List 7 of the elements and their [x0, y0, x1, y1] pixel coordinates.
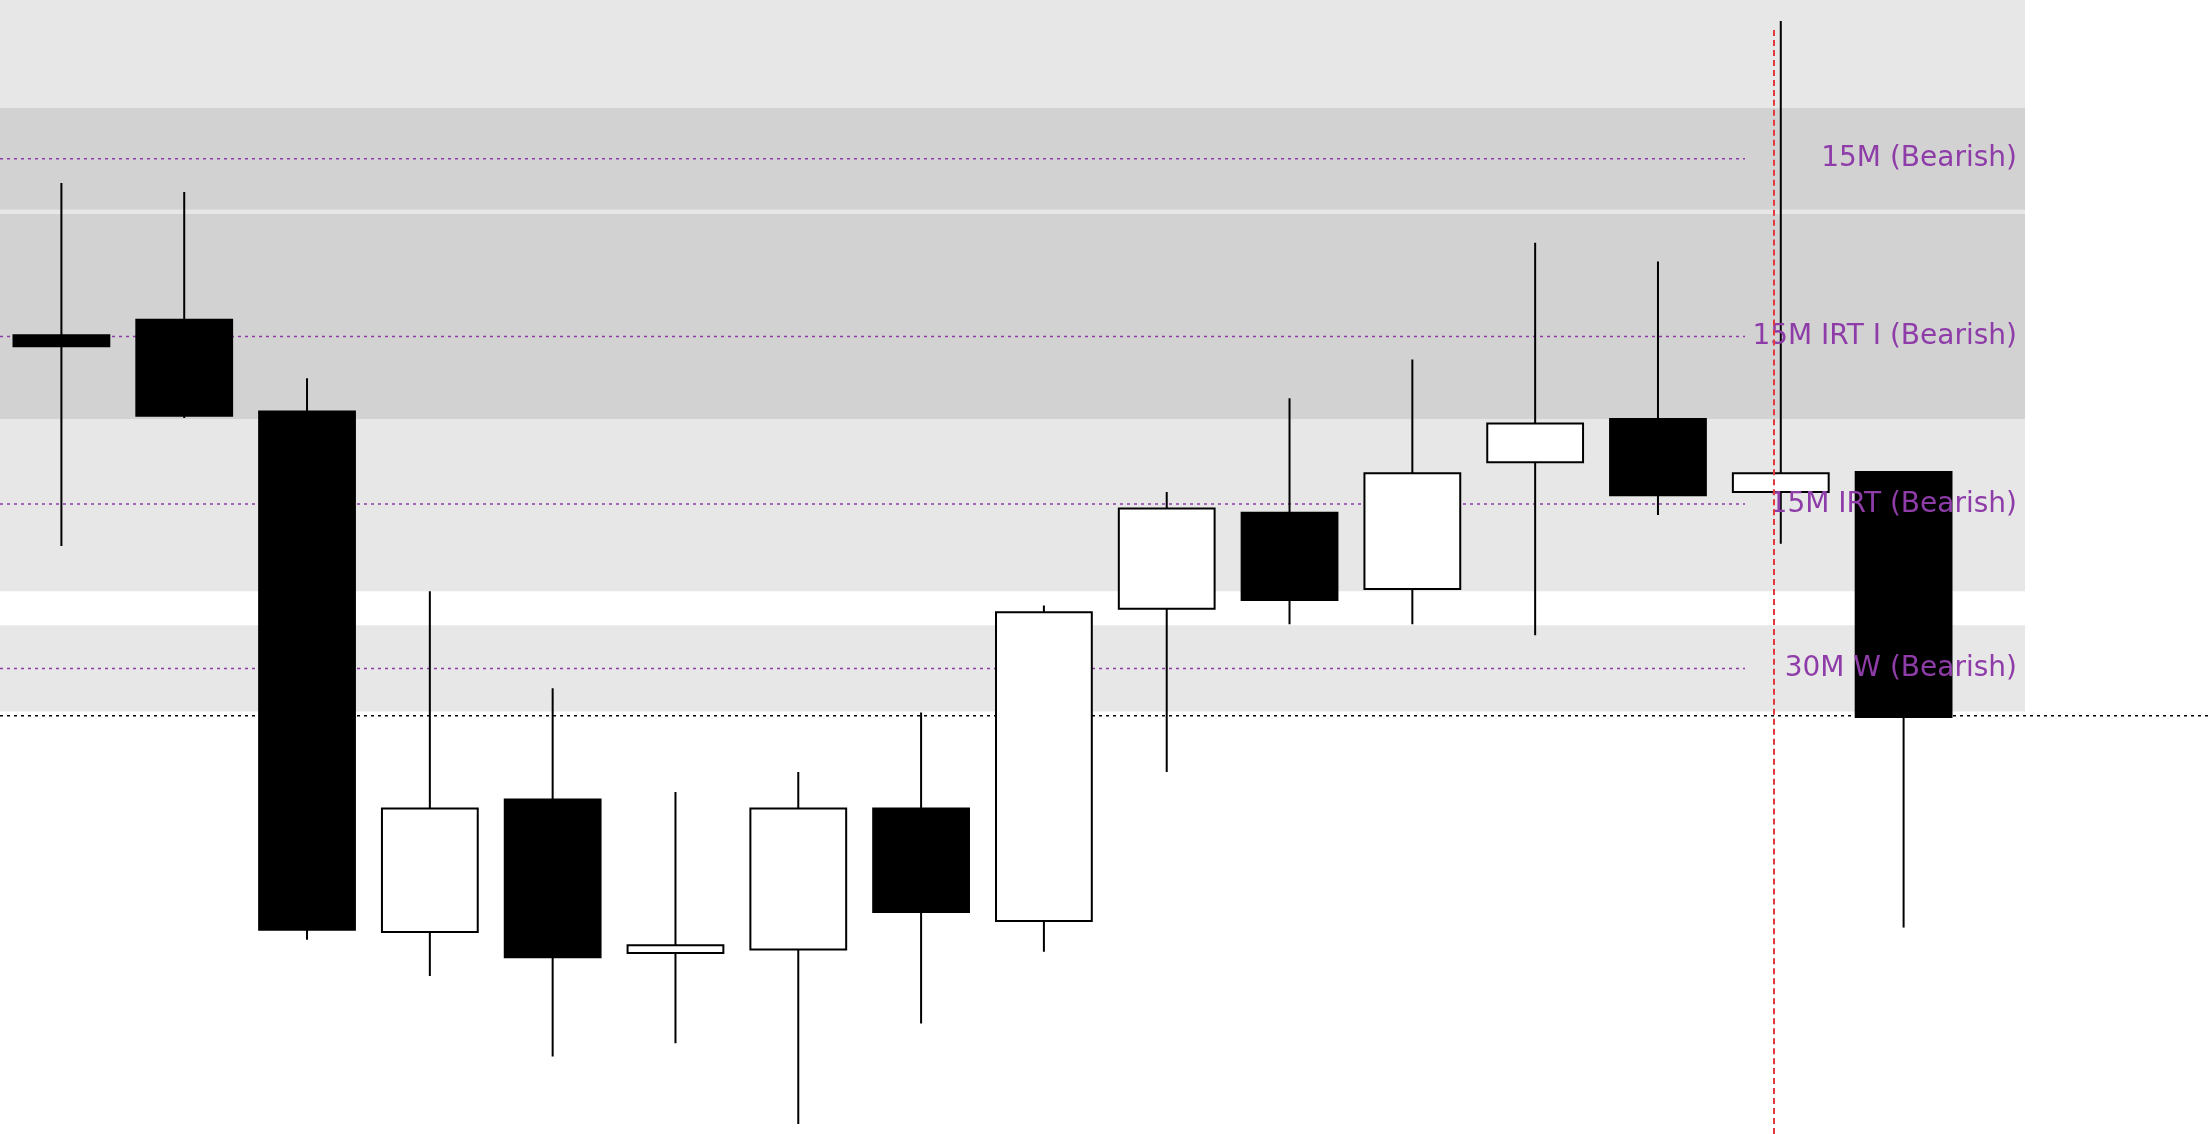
candlestick — [1240, 397, 1339, 626]
candlestick — [1363, 358, 1462, 626]
candlestick — [749, 771, 848, 1125]
candlestick — [1609, 260, 1707, 517]
candlestick — [135, 190, 234, 420]
band-label: 15M (Bearish) — [1821, 140, 2017, 174]
candlestick — [1486, 241, 1585, 637]
